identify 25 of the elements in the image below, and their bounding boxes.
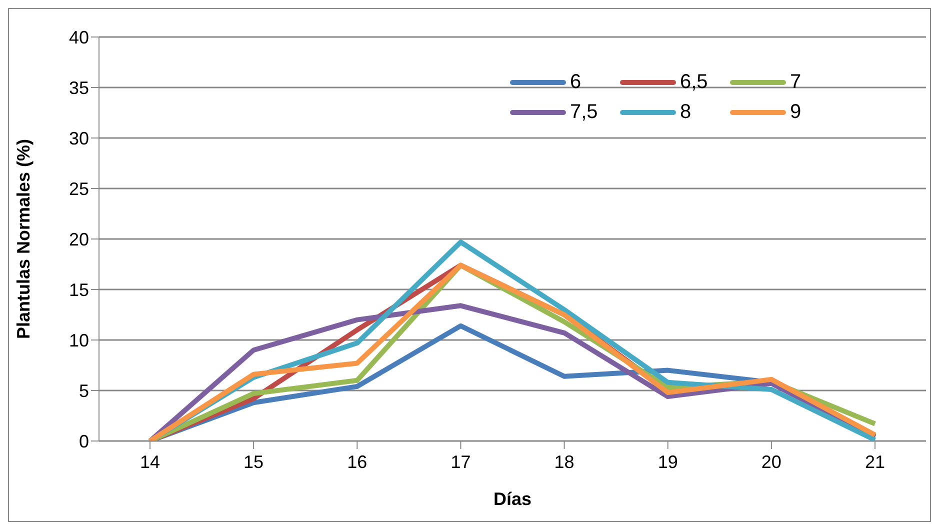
legend-label: 7,5	[570, 100, 598, 125]
y-tick-label: 35	[68, 78, 89, 98]
legend-label: 8	[680, 100, 692, 125]
x-tick-label: 20	[761, 452, 782, 472]
y-tick-label: 15	[68, 280, 89, 300]
y-axis-title: Plantulas Normales (%)	[13, 138, 34, 340]
x-tick-label: 21	[864, 452, 886, 472]
y-tick-label: 25	[68, 178, 89, 199]
x-tick-label: 16	[347, 452, 368, 472]
y-tick-label: 0	[78, 431, 89, 452]
y-tick-label: 40	[68, 27, 89, 48]
x-axis-title: Días	[493, 489, 532, 509]
y-tick-label: 10	[68, 330, 89, 350]
x-tick-label: 15	[244, 452, 264, 472]
y-tick-label: 30	[68, 128, 89, 148]
x-tick-label: 18	[554, 452, 574, 472]
legend-label: 6,5	[680, 70, 708, 95]
x-tick-label: 19	[658, 452, 678, 472]
y-tick-label: 5	[78, 380, 89, 401]
legend-label: 6	[570, 70, 582, 95]
y-tick-label: 20	[68, 229, 89, 250]
x-tick-label: 17	[450, 452, 471, 472]
legend-label: 9	[790, 100, 802, 125]
x-tick-label: 14	[140, 452, 160, 472]
legend-label: 7	[790, 70, 802, 95]
